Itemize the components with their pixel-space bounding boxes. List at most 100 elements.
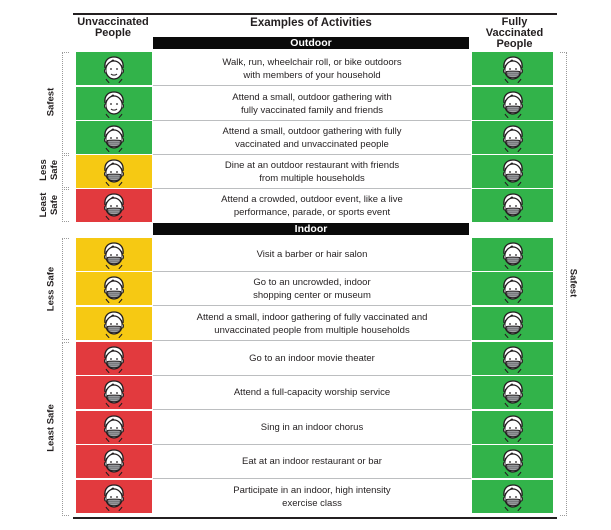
table-row: Attend a full-capacity worship service (73, 376, 557, 410)
table-row: Attend a small, indoor gathering of full… (73, 307, 557, 341)
header-top-rule (73, 13, 557, 15)
masked-face-icon (502, 310, 523, 338)
vaccinated-risk-cell (472, 445, 553, 478)
masked-face-icon (502, 158, 523, 186)
row-divider (153, 340, 471, 341)
activity-line: fully vaccinated family and friends (240, 104, 384, 116)
activity-line: Attend a crowded, outdoor event, like a … (221, 193, 403, 205)
masked-face-icon (502, 124, 523, 152)
row-divider (153, 188, 471, 189)
activity-line: Visit a barber or hair salon (256, 249, 368, 260)
least-safe-outdoor-label: Least Safe (38, 193, 60, 218)
masked-face-icon (104, 448, 124, 476)
right-safest-text: Safest (567, 268, 579, 298)
masked-face-icon (502, 55, 523, 83)
vaccinated-risk-cell (472, 52, 553, 85)
activity-text: Go to an indoor movie theater (153, 342, 471, 375)
least-safe-outdoor-bracket (62, 189, 69, 222)
activity-text: Walk, run, wheelchair roll, or bike outd… (153, 52, 471, 85)
row-divider (153, 375, 471, 376)
vaccinated-risk-cell (472, 480, 553, 513)
vaccinated-header-line3: People (496, 38, 533, 50)
activity-line: vaccinated and unvaccinated people (235, 138, 389, 150)
vaccinated-header: Fully Vaccinated People (472, 17, 557, 50)
activity-text: Attend a small, outdoor gathering with fu… (153, 87, 471, 120)
outdoor-section-label: Outdoor (290, 37, 332, 49)
table-row: Dine at an outdoor restaurant with frien… (73, 155, 557, 189)
masked-face-icon (104, 124, 124, 152)
activity-line: shopping center or museum (253, 289, 371, 301)
masked-face-icon (502, 241, 523, 269)
activity-line: from multiple households (259, 172, 365, 184)
masked-face-icon (104, 310, 124, 338)
least-safe-outdoor-line2: Safe (49, 194, 60, 216)
unvaccinated-risk-cell (76, 376, 152, 409)
least-safe-indoor-bracket (62, 342, 69, 516)
activity-text: Sing in an indoor chorus (153, 411, 471, 444)
vaccinated-header-line1: Fully (501, 16, 528, 28)
activity-line: Attend a small, outdoor gathering with f… (222, 125, 402, 137)
activity-line: exercise class (282, 497, 342, 509)
unvaccinated-risk-cell (76, 238, 152, 271)
table-row: Go to an indoor movie theater (73, 342, 557, 376)
masked-face-icon (104, 158, 124, 186)
less-safe-outdoor-label: Less Safe (38, 159, 60, 181)
least-safe-indoor-text: Least Safe (45, 404, 57, 452)
unvaccinated-risk-cell (76, 411, 152, 444)
table-row: Go to an uncrowded, indoor shopping cente… (73, 272, 557, 306)
masked-face-icon (502, 192, 523, 220)
vaccinated-risk-cell (472, 411, 553, 444)
masked-face-icon (502, 345, 523, 373)
unvaccinated-header: Unvaccinated People (73, 17, 153, 39)
masked-face-icon (104, 483, 124, 511)
indoor-section-label: Indoor (294, 223, 328, 235)
activity-line: Eat at an indoor restaurant or bar (242, 456, 382, 467)
face-icon (104, 55, 124, 83)
table-row: Sing in an indoor chorus (73, 411, 557, 445)
activity-line: Attend a small, indoor gathering of full… (196, 311, 428, 323)
row-divider (153, 85, 471, 86)
face-icon (104, 90, 124, 118)
vaccinated-risk-cell (472, 376, 553, 409)
row-divider (153, 120, 471, 121)
indoor-section-bar: Indoor (153, 223, 469, 235)
vaccinated-risk-cell (472, 342, 553, 375)
table-bottom-rule (73, 517, 557, 519)
unvaccinated-risk-cell (76, 87, 152, 120)
activity-text: Attend a full-capacity worship service (153, 376, 471, 409)
row-divider (153, 444, 471, 445)
activity-text: Attend a crowded, outdoor event, like a … (153, 189, 471, 222)
unvaccinated-risk-cell (76, 121, 152, 154)
activity-line: Go to an indoor movie theater (249, 353, 375, 364)
less-safe-outdoor-line2: Safe (49, 159, 60, 181)
masked-face-icon (104, 275, 124, 303)
activity-line: Attend a full-capacity worship service (233, 387, 391, 398)
row-divider (153, 154, 471, 155)
masked-face-icon (502, 448, 523, 476)
unvaccinated-risk-cell (76, 52, 152, 85)
unvaccinated-risk-cell (76, 480, 152, 513)
masked-face-icon (104, 414, 124, 442)
masked-face-icon (502, 379, 523, 407)
vaccinated-header-line2: Vaccinated (485, 27, 544, 39)
masked-face-icon (104, 379, 124, 407)
activity-line: Sing in an indoor chorus (260, 422, 364, 433)
vaccinated-risk-cell (472, 121, 553, 154)
unvaccinated-risk-cell (76, 342, 152, 375)
unvaccinated-header-line2: People (94, 27, 132, 39)
activity-line: Go to an uncrowded, indoor (253, 276, 371, 288)
table-row: Attend a small, outdoor gathering with fu… (73, 87, 557, 121)
activities-header-text: Examples of Activities (250, 17, 372, 29)
less-safe-indoor-label: Less Safe (46, 267, 57, 311)
unvaccinated-risk-cell (76, 155, 152, 188)
activity-line: performance, parade, or sports event (233, 206, 391, 218)
masked-face-icon (502, 483, 523, 511)
vaccinated-risk-cell (472, 238, 553, 271)
unvaccinated-header-line1: Unvaccinated (77, 16, 149, 28)
least-safe-outdoor-line1: Least (38, 192, 49, 218)
masked-face-icon (104, 192, 124, 220)
table-row: Attend a small, outdoor gathering with f… (73, 121, 557, 155)
activity-line: with members of your household (243, 69, 381, 81)
vaccinated-risk-cell (472, 155, 553, 188)
right-safest-label: Safest (568, 269, 579, 298)
